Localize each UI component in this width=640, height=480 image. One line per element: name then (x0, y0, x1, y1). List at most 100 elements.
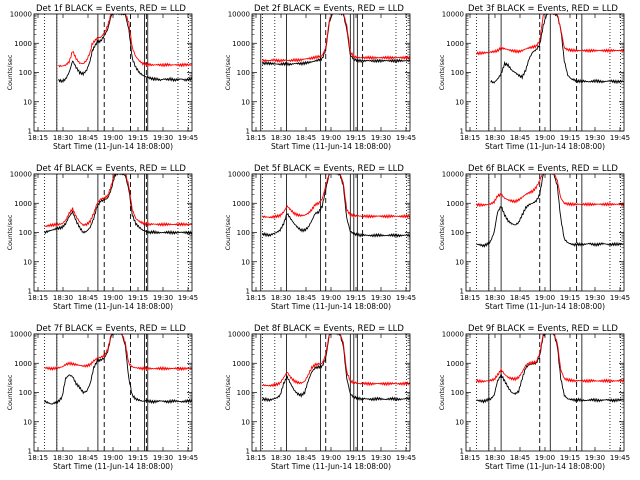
x-tick-label: 18:15 (28, 454, 48, 462)
x-axis-label: Start Time (11-Jun-14 18:08:00) (271, 302, 391, 311)
y-tick-label: 100 (237, 389, 250, 397)
x-tick-label: 19:30 (371, 134, 391, 142)
x-tick-label: 19:30 (371, 454, 391, 462)
series-line-black (476, 334, 624, 404)
x-tick-label: 18:45 (296, 294, 316, 302)
x-tick-label: 19:00 (321, 454, 341, 462)
panel-title: Det 9f BLACK = Events, RED = LLD (468, 324, 618, 334)
y-tick-label: 100 (451, 389, 464, 397)
x-tick-label: 19:30 (585, 134, 605, 142)
x-tick-label: 19:45 (610, 134, 630, 142)
series-line-black (58, 14, 192, 84)
y-tick-label: 10 (23, 418, 32, 426)
y-tick-label: 1000 (232, 360, 250, 368)
y-tick-label: 10 (455, 418, 464, 426)
y-tick-label: 100 (237, 69, 250, 77)
x-tick-label: 19:00 (321, 294, 341, 302)
y-tick-label: 10 (241, 98, 250, 106)
panel-1: Det 1f BLACK = Events, RED = LLD 1 10 100 10… (6, 4, 198, 151)
x-tick-label: 18:45 (510, 454, 530, 462)
x-tick-label: 18:30 (485, 454, 505, 462)
plot-frame (465, 13, 625, 132)
y-tick-label: 100 (19, 389, 32, 397)
y-tick-label: 1000 (14, 40, 32, 48)
x-tick-label: 19:30 (153, 294, 173, 302)
y-tick-label: 1 (460, 128, 464, 136)
y-axis-label: Counts/sec (224, 214, 232, 250)
x-tick-label: 19:45 (396, 294, 416, 302)
x-tick-label: 19:45 (178, 294, 198, 302)
series-line-red (44, 174, 192, 228)
x-tick-label: 18:45 (296, 134, 316, 142)
x-axis-label: Start Time (11-Jun-14 18:08:00) (271, 462, 391, 471)
panel-5: Det 5f BLACK = Events, RED = LLD 1 10 100 10… (224, 164, 416, 311)
x-tick-label: 19:15 (346, 294, 366, 302)
panel-title: Det 1f BLACK = Events, RED = LLD (36, 4, 186, 14)
x-tick-label: 18:45 (510, 134, 530, 142)
x-axis-label: Start Time (11-Jun-14 18:08:00) (271, 142, 391, 151)
y-tick-label: 10000 (228, 171, 250, 179)
y-tick-label: 10000 (442, 331, 464, 339)
panel-title: Det 7f BLACK = Events, RED = LLD (36, 324, 186, 334)
series-line-red (476, 14, 624, 56)
x-tick-label: 19:15 (128, 294, 148, 302)
x-tick-label: 18:15 (28, 294, 48, 302)
panel-3: Det 3f BLACK = Events, RED = LLD 1 10 100 10… (438, 4, 630, 151)
x-tick-label: 19:00 (103, 134, 123, 142)
x-tick-label: 18:45 (78, 294, 98, 302)
y-tick-label: 10000 (10, 11, 32, 19)
x-tick-label: 19:15 (560, 454, 580, 462)
y-tick-label: 10000 (442, 171, 464, 179)
plot-frame (33, 333, 193, 452)
panel-title: Det 4f BLACK = Events, RED = LLD (36, 164, 186, 174)
panel-title: Det 6f BLACK = Events, RED = LLD (468, 164, 618, 174)
x-tick-label: 19:45 (396, 454, 416, 462)
y-axis-label: Counts/sec (6, 374, 14, 410)
x-tick-label: 19:00 (535, 294, 555, 302)
y-axis-label: Counts/sec (438, 214, 446, 250)
y-tick-label: 100 (237, 229, 250, 237)
x-axis-label: Start Time (11-Jun-14 18:08:00) (53, 462, 173, 471)
y-axis-label: Counts/sec (224, 54, 232, 90)
x-tick-label: 19:30 (585, 294, 605, 302)
x-tick-label: 19:15 (128, 134, 148, 142)
x-tick-label: 19:30 (153, 454, 173, 462)
series-line-black (476, 174, 624, 248)
series-line-black (44, 334, 192, 405)
y-tick-label: 1 (28, 128, 32, 136)
panel-7: Det 7f BLACK = Events, RED = LLD 1 10 100 10… (6, 324, 198, 471)
plot-frame (465, 333, 625, 452)
y-tick-label: 100 (19, 69, 32, 77)
x-tick-label: 18:45 (78, 454, 98, 462)
series-line-black (490, 14, 624, 85)
y-tick-label: 10 (455, 258, 464, 266)
plot-frame (465, 173, 625, 292)
x-tick-label: 19:45 (610, 454, 630, 462)
y-tick-label: 1000 (14, 200, 32, 208)
y-tick-label: 1000 (232, 200, 250, 208)
series-line-red (262, 174, 410, 219)
y-tick-label: 1 (246, 128, 250, 136)
panel-title: Det 2f BLACK = Events, RED = LLD (254, 4, 404, 14)
panel-9: Det 9f BLACK = Events, RED = LLD 1 10 100 10… (438, 324, 630, 471)
series-line-black (44, 174, 192, 236)
plot-frame (251, 333, 411, 452)
panel-6: Det 6f BLACK = Events, RED = LLD 1 10 100 10… (438, 164, 630, 311)
series-line-black (262, 14, 410, 67)
y-tick-label: 1000 (14, 360, 32, 368)
y-axis-label: Counts/sec (6, 54, 14, 90)
y-tick-label: 10000 (228, 11, 250, 19)
x-tick-label: 18:30 (53, 134, 73, 142)
series-line-red (476, 174, 624, 208)
y-axis-label: Counts/sec (224, 374, 232, 410)
panel-title: Det 5f BLACK = Events, RED = LLD (254, 164, 404, 174)
series-line-red (44, 334, 192, 372)
x-tick-label: 19:30 (153, 134, 173, 142)
y-tick-label: 100 (451, 69, 464, 77)
x-tick-label: 18:15 (460, 134, 480, 142)
x-tick-label: 18:45 (296, 454, 316, 462)
x-axis-label: Start Time (11-Jun-14 18:08:00) (53, 302, 173, 311)
x-tick-label: 18:30 (271, 454, 291, 462)
y-tick-label: 1000 (232, 40, 250, 48)
x-tick-label: 19:15 (560, 134, 580, 142)
